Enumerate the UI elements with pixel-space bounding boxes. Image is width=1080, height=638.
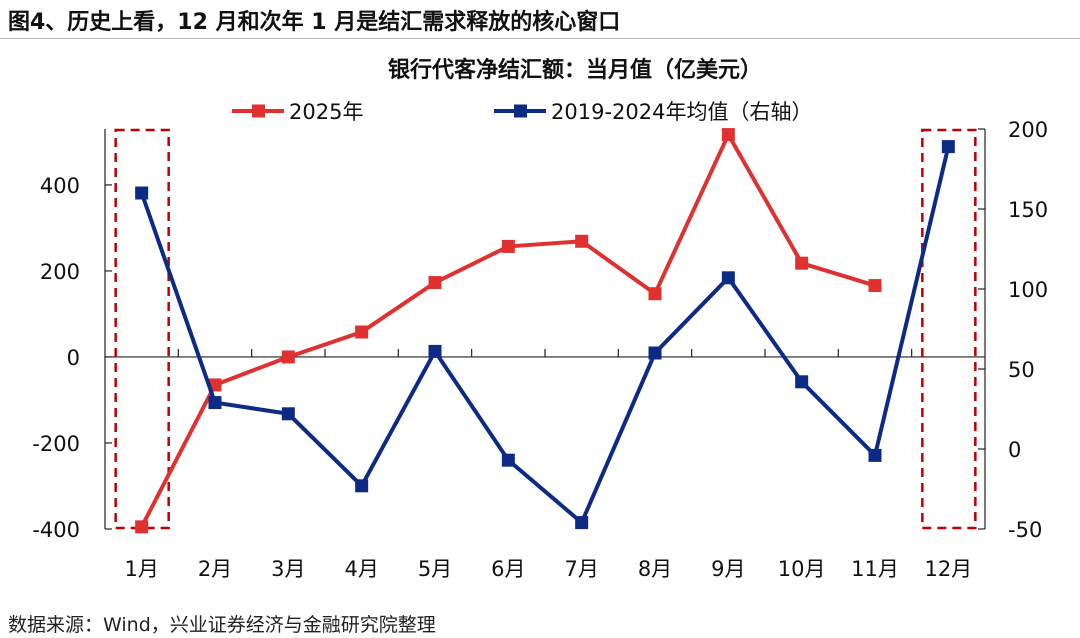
data-point bbox=[648, 346, 662, 360]
x-tick-label: 7月 bbox=[564, 557, 598, 581]
data-point bbox=[355, 325, 369, 339]
data-point bbox=[135, 186, 149, 200]
data-point bbox=[208, 396, 222, 410]
data-point bbox=[795, 256, 809, 270]
data-point bbox=[501, 453, 515, 467]
data-point bbox=[648, 287, 662, 301]
left-tick-label: -200 bbox=[32, 432, 80, 456]
x-tick-label: 12月 bbox=[924, 557, 972, 581]
right-tick-label: 200 bbox=[1008, 118, 1048, 142]
right-tick-label: 100 bbox=[1008, 278, 1048, 302]
right-tick-label: 150 bbox=[1008, 198, 1048, 222]
right-tick-label: 50 bbox=[1008, 358, 1035, 382]
x-tick-label: 11月 bbox=[851, 557, 899, 581]
data-point bbox=[721, 128, 735, 142]
figure-title: 图4、历史上看，12 月和次年 1 月是结汇需求释放的核心窗口 bbox=[8, 10, 621, 35]
source-note: 数据来源：Wind，兴业证券经济与金融研究院整理 bbox=[8, 614, 436, 636]
legend-marker bbox=[514, 104, 527, 118]
right-tick-label: 0 bbox=[1008, 438, 1021, 462]
data-point bbox=[795, 375, 809, 389]
data-point bbox=[428, 276, 442, 290]
data-point bbox=[575, 234, 589, 248]
left-tick-label: 400 bbox=[40, 174, 80, 198]
left-tick-label: 200 bbox=[40, 260, 80, 284]
legend-label: 2019-2024年均值（右轴） bbox=[551, 100, 812, 124]
chart-title: 银行代客净结汇额：当月值（亿美元） bbox=[388, 57, 762, 83]
x-tick-label: 10月 bbox=[778, 557, 826, 581]
x-tick-label: 9月 bbox=[711, 557, 745, 581]
legend-label: 2025年 bbox=[289, 100, 363, 124]
x-tick-label: 2月 bbox=[198, 557, 232, 581]
data-point bbox=[428, 344, 442, 358]
highlight-box bbox=[921, 128, 977, 530]
data-point bbox=[575, 516, 589, 530]
data-point bbox=[721, 271, 735, 285]
data-point bbox=[868, 448, 882, 462]
x-tick-label: 6月 bbox=[491, 557, 525, 581]
data-point bbox=[868, 279, 882, 293]
x-tick-label: 4月 bbox=[344, 557, 378, 581]
x-tick-label: 8月 bbox=[638, 557, 672, 581]
data-point bbox=[501, 239, 515, 253]
x-tick-label: 3月 bbox=[271, 557, 305, 581]
left-tick-label: -400 bbox=[32, 518, 80, 542]
data-point bbox=[135, 520, 149, 534]
left-tick-label: 0 bbox=[67, 346, 80, 370]
data-point bbox=[281, 350, 295, 364]
series-line-1 bbox=[139, 146, 951, 526]
data-point bbox=[355, 479, 369, 493]
x-tick-label: 5月 bbox=[418, 557, 452, 581]
legend-marker bbox=[252, 104, 265, 118]
right-tick-label: -50 bbox=[1008, 518, 1042, 542]
data-point bbox=[281, 407, 295, 421]
divider bbox=[0, 38, 1080, 39]
data-point bbox=[941, 140, 955, 154]
x-tick-label: 1月 bbox=[124, 557, 158, 581]
